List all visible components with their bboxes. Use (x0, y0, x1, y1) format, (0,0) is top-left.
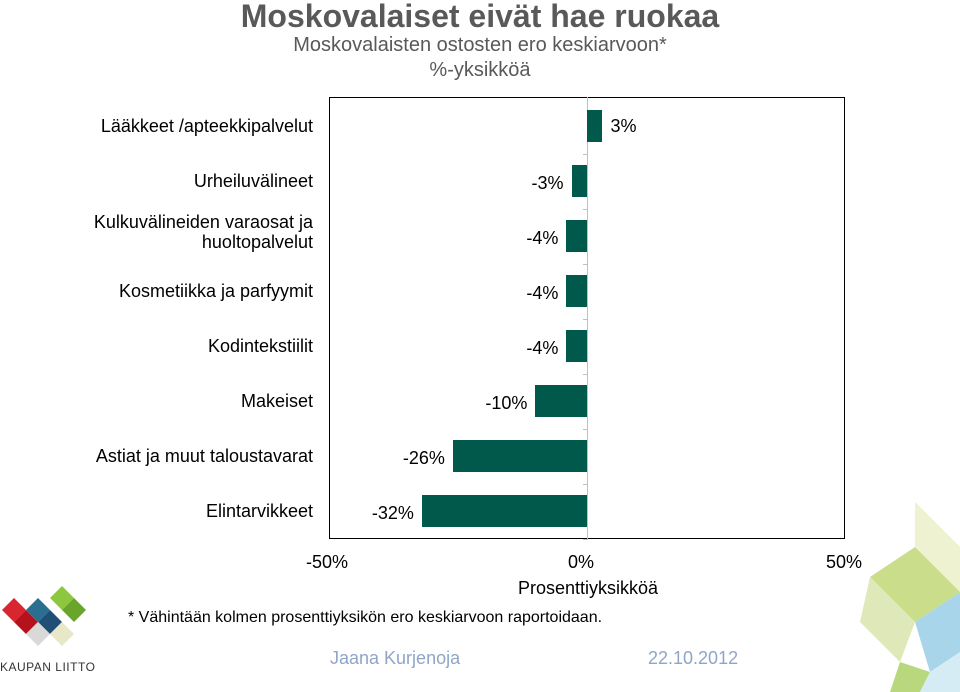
data-label: 3% (610, 116, 637, 136)
category-label: Urheiluvälineet (193, 171, 313, 191)
data-label: -10% (485, 393, 528, 413)
logo-text: KAUPAN LIITTO (0, 660, 96, 674)
category-label: Kodintekstiilit (207, 336, 313, 356)
data-label: -32% (371, 503, 414, 523)
footer-date: 22.10.2012 (648, 648, 739, 668)
bar (421, 495, 587, 527)
category-label: Kosmetiikka ja parfyymit (118, 281, 313, 301)
category-label: Astiat ja muut taloustavarat (95, 446, 313, 466)
axis-tick (583, 318, 588, 320)
footer-author: Jaana Kurjenoja (330, 648, 461, 668)
bar (566, 275, 587, 307)
bar (535, 385, 587, 417)
chart-title: Moskovalaiset eivät hae ruokaa (240, 0, 720, 34)
axis-tick (583, 373, 588, 375)
footnote: * Vähintään kolmen prosenttiyksikön ero … (128, 609, 603, 626)
category-label: Makeiset (240, 391, 313, 411)
decorative-corner-pattern (860, 502, 960, 692)
category-label: Kulkuvälineiden varaosat ja huoltopalvel… (93, 212, 313, 252)
axis-tick (583, 483, 588, 485)
bar (571, 165, 587, 197)
data-label: -3% (531, 173, 564, 193)
axis-tick (583, 153, 588, 155)
chart-subtitle: Moskovalaisten ostosten ero keskiarvoon* (293, 34, 667, 56)
x-axis-title: Prosenttiyksikköä (517, 578, 659, 598)
zero-axis-line (587, 97, 588, 539)
axis-tick (583, 263, 588, 265)
category-label: Elintarvikkeet (205, 501, 313, 521)
x-tick-label: 0% (568, 552, 595, 572)
data-label: -4% (526, 283, 559, 303)
x-tick-label: -50% (306, 552, 349, 572)
bar (452, 440, 587, 472)
axis-tick (583, 428, 588, 430)
kaupan-liitto-logo (2, 586, 86, 646)
data-label: -26% (402, 448, 445, 468)
x-tick-label: 50% (826, 552, 863, 572)
bar (566, 220, 587, 252)
chart-unit-subtitle: %-yksikköä (429, 59, 531, 81)
bar (587, 110, 603, 142)
data-label: -4% (526, 338, 559, 358)
axis-tick (583, 538, 588, 540)
axis-tick (583, 208, 588, 210)
data-label: -4% (526, 228, 559, 248)
bar (566, 330, 587, 362)
category-label: Lääkkeet /apteekkipalvelut (100, 116, 313, 136)
